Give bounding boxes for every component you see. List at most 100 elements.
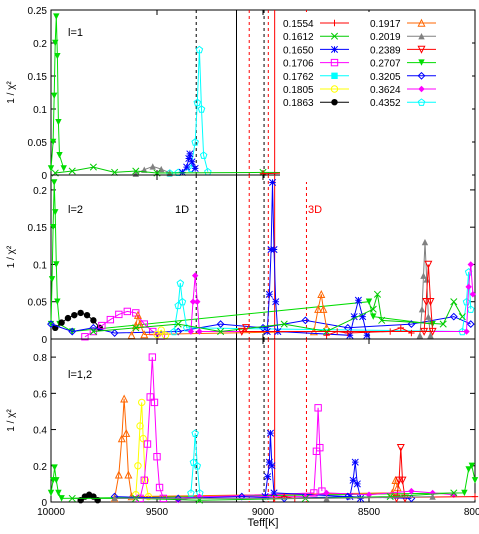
data-point bbox=[71, 311, 78, 319]
data-point bbox=[465, 283, 472, 291]
data-point bbox=[191, 138, 199, 146]
data-point bbox=[53, 261, 60, 268]
data-point bbox=[178, 297, 187, 306]
data-point bbox=[144, 492, 153, 501]
data-point bbox=[189, 298, 197, 305]
data-point bbox=[429, 320, 436, 328]
data-point bbox=[407, 320, 416, 328]
data-point bbox=[56, 152, 63, 159]
data-point bbox=[187, 489, 195, 497]
data-point bbox=[422, 298, 431, 307]
data-point bbox=[68, 167, 76, 175]
data-point bbox=[323, 495, 330, 502]
legend-marker bbox=[418, 59, 425, 66]
data-point bbox=[155, 483, 164, 492]
data-point bbox=[120, 394, 129, 403]
data-point bbox=[153, 453, 161, 461]
data-point bbox=[471, 493, 479, 500]
legend-label: 0.1863 bbox=[283, 98, 314, 109]
legend-marker bbox=[418, 85, 425, 93]
data-point bbox=[359, 313, 367, 321]
data-point bbox=[132, 324, 140, 332]
legend-background bbox=[280, 12, 472, 182]
y-tick-label: 0.8 bbox=[33, 353, 47, 364]
legend-label: 0.2019 bbox=[370, 32, 401, 43]
y-tick-label: 0 bbox=[41, 335, 47, 346]
data-point bbox=[346, 331, 354, 339]
data-point bbox=[140, 476, 148, 484]
data-point bbox=[98, 321, 106, 330]
data-point bbox=[196, 328, 203, 335]
data-point bbox=[51, 464, 58, 471]
series-line bbox=[131, 294, 328, 336]
data-point bbox=[174, 320, 182, 328]
legend-marker bbox=[417, 45, 426, 54]
data-point bbox=[217, 327, 225, 336]
series-line bbox=[114, 398, 399, 499]
data-point bbox=[183, 163, 191, 171]
data-point bbox=[50, 92, 58, 99]
x-tick-label: 8000 bbox=[464, 507, 479, 518]
data-point bbox=[314, 404, 322, 412]
data-point bbox=[350, 313, 358, 321]
data-point bbox=[47, 165, 55, 172]
data-point bbox=[138, 398, 146, 407]
data-point bbox=[193, 461, 202, 470]
data-point bbox=[408, 329, 415, 337]
data-point bbox=[316, 443, 324, 452]
y-tick-label: 0.2 bbox=[33, 186, 47, 197]
data-point bbox=[117, 434, 126, 443]
data-point bbox=[408, 487, 415, 495]
data-point bbox=[123, 307, 132, 316]
data-point bbox=[191, 272, 199, 279]
data-point bbox=[106, 315, 115, 324]
x-tick-label: 10000 bbox=[37, 507, 65, 518]
data-point bbox=[193, 98, 202, 107]
data-point bbox=[188, 158, 196, 166]
data-point bbox=[148, 353, 157, 361]
data-point bbox=[58, 319, 65, 326]
data-point bbox=[351, 458, 359, 466]
data-point bbox=[319, 304, 328, 313]
panel-2-series bbox=[47, 178, 477, 341]
data-point bbox=[378, 316, 386, 324]
data-point bbox=[53, 13, 60, 20]
data-point bbox=[189, 458, 198, 466]
data-point bbox=[420, 272, 427, 279]
legend-marker bbox=[330, 45, 339, 53]
data-point bbox=[174, 301, 182, 310]
data-point bbox=[264, 473, 272, 481]
legend-marker bbox=[330, 85, 339, 93]
data-point bbox=[353, 480, 361, 488]
data-point bbox=[450, 489, 458, 497]
data-point bbox=[52, 39, 59, 47]
series-line bbox=[396, 447, 406, 499]
data-point bbox=[149, 163, 156, 170]
data-point bbox=[111, 168, 119, 176]
data-point bbox=[397, 324, 404, 332]
y-tick-label: 0.1 bbox=[33, 105, 47, 116]
data-point bbox=[418, 305, 426, 313]
data-point bbox=[268, 178, 277, 187]
series-line bbox=[156, 329, 166, 336]
y-tick-label: 0.15 bbox=[28, 72, 48, 83]
legend-label: 0.1554 bbox=[283, 19, 314, 30]
legend-label: 0.4352 bbox=[370, 98, 401, 109]
data-point bbox=[458, 313, 466, 321]
series-line bbox=[135, 402, 149, 497]
data-point bbox=[132, 167, 140, 175]
x-tick-label: 9000 bbox=[252, 507, 275, 518]
data-point bbox=[466, 320, 475, 328]
data-point bbox=[122, 428, 131, 437]
legend-label: 0.3624 bbox=[370, 85, 401, 96]
data-point bbox=[47, 320, 55, 328]
data-point bbox=[314, 304, 323, 313]
data-point bbox=[114, 470, 123, 479]
data-point bbox=[450, 298, 458, 306]
series-line bbox=[240, 264, 434, 332]
data-point bbox=[89, 327, 97, 336]
data-point bbox=[469, 291, 477, 298]
y-tick-label: 0.4 bbox=[33, 426, 47, 437]
series-line bbox=[190, 433, 201, 493]
y-tick-label: 0.05 bbox=[28, 138, 48, 149]
